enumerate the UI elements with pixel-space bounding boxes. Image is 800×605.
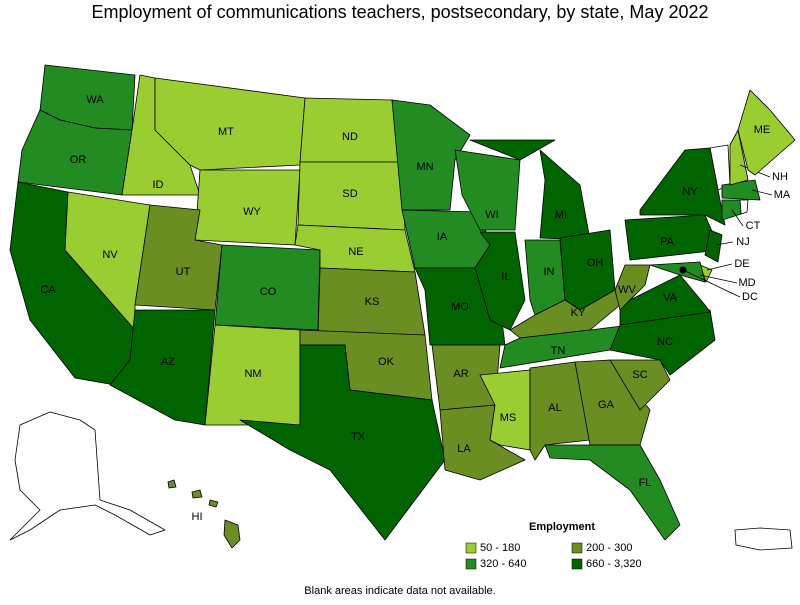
state — [539, 149, 591, 241]
state-label: MN — [416, 161, 433, 173]
state-label: MS — [500, 412, 517, 424]
state-label: KY — [571, 307, 586, 319]
legend-label: 320 - 640 — [480, 558, 526, 570]
alaska-blank — [9, 411, 166, 541]
state-label: LA — [457, 443, 471, 455]
state-label: FL — [639, 477, 652, 489]
state-label: SC — [632, 369, 647, 381]
state — [469, 139, 556, 161]
state-label: MO — [451, 301, 469, 313]
state-label: NV — [102, 249, 118, 261]
legend: 50 - 180 200 - 300 320 - 640 660 - 3,320 — [465, 542, 642, 570]
state-label: GA — [598, 399, 615, 411]
state-label: PA — [660, 236, 675, 248]
state — [721, 179, 761, 201]
state-label: WI — [485, 209, 498, 221]
state — [223, 519, 241, 549]
state-label: WV — [618, 284, 636, 296]
state-label: WY — [243, 206, 261, 218]
state-label: NH — [772, 171, 788, 183]
state-label: ME — [754, 124, 771, 136]
state-label: KS — [365, 296, 380, 308]
legend-swatch — [465, 542, 477, 554]
state-label: NY — [682, 186, 698, 198]
state-label: OR — [70, 154, 87, 166]
puerto-rico-blank — [734, 527, 793, 551]
state-label: OH — [587, 257, 604, 269]
state-label: AR — [453, 368, 468, 380]
state-label: DE — [734, 258, 749, 270]
state — [619, 274, 711, 326]
state-label: IL — [501, 271, 510, 283]
state-label: ND — [342, 131, 358, 143]
state — [544, 444, 681, 541]
state — [704, 229, 723, 263]
leader-line — [699, 274, 738, 284]
legend-label: 50 - 180 — [480, 542, 520, 554]
legend-label: 200 - 300 — [586, 542, 632, 554]
legend-swatch — [571, 542, 583, 554]
leader-line — [715, 241, 734, 246]
state-label: NC — [657, 336, 673, 348]
state — [737, 89, 796, 176]
state — [109, 309, 216, 426]
leader-line — [706, 263, 733, 271]
state-label: OK — [378, 356, 395, 368]
state-label: AL — [548, 402, 561, 414]
state-label: CO — [260, 286, 277, 298]
state-label: MI — [555, 209, 567, 221]
legend-swatch — [465, 558, 477, 570]
leader-line — [751, 189, 773, 196]
state-label: IA — [437, 231, 448, 243]
state-label: UT — [176, 266, 191, 278]
state-label: NE — [348, 246, 363, 258]
legend-title: Employment — [529, 521, 595, 533]
legend-label: 660 - 3,320 — [586, 558, 642, 570]
state-label: DC — [742, 291, 758, 303]
state-label: TN — [551, 345, 566, 357]
state-label: CT — [746, 220, 761, 232]
state-label: HI — [192, 511, 203, 523]
state — [649, 261, 706, 283]
state-label: WA — [86, 94, 104, 106]
leader-line — [731, 209, 744, 227]
state-label: NJ — [736, 236, 749, 248]
leader-line — [682, 269, 741, 298]
legend-swatch — [571, 558, 583, 570]
state-label: IN — [544, 266, 555, 278]
state-label: SD — [342, 188, 357, 200]
state — [721, 199, 742, 221]
state-label: VA — [663, 292, 678, 304]
state-label: AZ — [161, 356, 175, 368]
state — [191, 489, 203, 499]
state — [454, 149, 521, 231]
state-label: MD — [738, 277, 755, 289]
state — [208, 499, 219, 508]
note: Blank areas indicate data not available. — [304, 585, 495, 597]
state-label: NM — [244, 368, 261, 380]
state — [239, 344, 446, 541]
state — [167, 479, 177, 489]
state — [729, 129, 749, 186]
state — [609, 359, 671, 411]
state-label: TX — [351, 431, 366, 443]
state — [574, 359, 651, 446]
state-label: MT — [218, 126, 234, 138]
state — [614, 264, 651, 311]
state — [639, 147, 726, 226]
map-title: Employment of communications teachers, p… — [92, 2, 709, 22]
state-label: CA — [40, 284, 56, 296]
state-label: ID — [153, 179, 164, 191]
state — [474, 231, 526, 331]
state-label: MA — [774, 189, 791, 201]
